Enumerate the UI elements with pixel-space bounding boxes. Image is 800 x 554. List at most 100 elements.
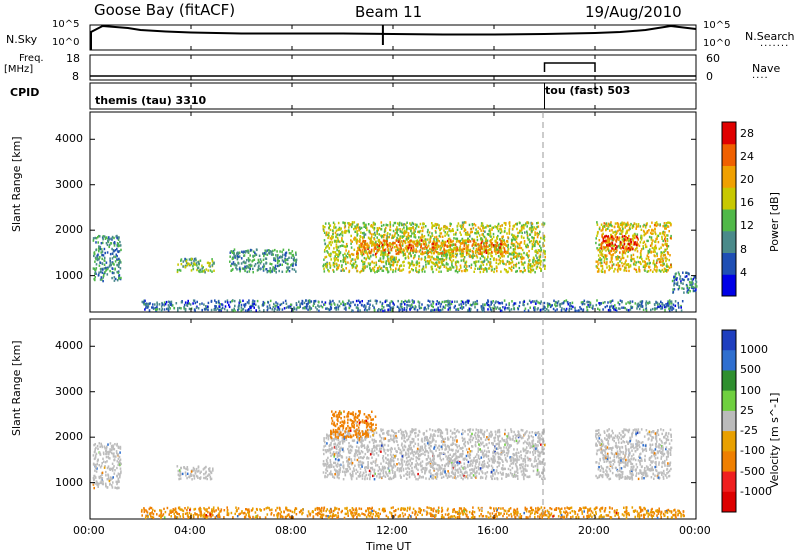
power-cell — [383, 243, 385, 247]
power-cell — [355, 227, 357, 230]
power-cell — [463, 265, 466, 268]
power-cell — [491, 265, 493, 268]
power-cell — [647, 239, 649, 243]
power-cell — [231, 262, 233, 266]
power-cell — [630, 248, 633, 251]
power-cell — [345, 245, 347, 249]
power-cell — [240, 303, 243, 307]
power-cell — [424, 251, 426, 254]
power-cell — [663, 267, 666, 270]
power-cell — [537, 262, 539, 265]
velocity-cell — [199, 477, 201, 480]
power-cell — [415, 306, 417, 309]
power-cell — [362, 266, 364, 269]
power-cell — [680, 309, 683, 312]
power-cell — [98, 250, 100, 253]
power-cell — [459, 242, 462, 245]
power-cell — [653, 303, 656, 306]
power-cell — [186, 264, 189, 267]
power-cell — [400, 305, 402, 308]
velocity-cell — [520, 450, 522, 453]
velocity-cell — [401, 465, 403, 468]
power-cell — [476, 250, 479, 253]
power-cell — [609, 267, 611, 270]
velocity-cell — [109, 476, 112, 479]
velocity-cell — [116, 482, 118, 486]
power-cell — [392, 270, 394, 274]
velocity-cell — [481, 453, 484, 456]
power-cell — [305, 299, 307, 302]
power-cell — [653, 223, 656, 227]
power-cell — [351, 221, 354, 224]
power-cell — [421, 234, 423, 237]
power-cell — [440, 257, 443, 261]
power-cell — [461, 305, 463, 308]
power-cell — [363, 248, 366, 251]
power-cell — [467, 238, 469, 241]
velocity-cell — [105, 449, 107, 453]
power-cell — [418, 305, 421, 308]
power-cell — [385, 223, 388, 226]
power-cell — [427, 233, 430, 237]
power-cell — [618, 303, 621, 306]
power-cell — [372, 304, 374, 307]
power-cell — [592, 304, 594, 308]
power-cell — [447, 245, 450, 248]
power-cell — [373, 306, 375, 309]
power-cell — [482, 263, 485, 266]
power-cell — [492, 232, 495, 236]
power-cell — [491, 228, 493, 231]
power-cell — [441, 263, 444, 266]
power-cell — [543, 223, 545, 227]
power-cell — [434, 236, 436, 239]
power-cell — [283, 307, 286, 310]
power-cell — [436, 255, 438, 259]
power-cell — [238, 251, 241, 254]
power-cell — [427, 299, 430, 302]
power-cell — [94, 272, 96, 275]
power-cell — [666, 265, 668, 268]
velocity-cell — [112, 444, 114, 447]
power-cell — [498, 247, 500, 251]
power-cell — [670, 305, 672, 308]
power-cell — [503, 250, 505, 254]
power-cell — [401, 308, 403, 311]
velocity-cell — [336, 443, 339, 447]
power-cell — [102, 279, 104, 283]
velocity-cell — [369, 470, 372, 474]
power-cell — [531, 265, 534, 268]
power-cell — [365, 305, 367, 308]
power-cell — [536, 242, 539, 245]
power-cell — [372, 253, 374, 257]
power-cell — [555, 301, 558, 304]
power-cell — [415, 266, 417, 270]
power-cell — [472, 302, 474, 306]
power-cell — [252, 250, 255, 253]
velocity-cell — [186, 476, 188, 480]
power-cell — [348, 303, 351, 306]
power-cell — [220, 307, 223, 311]
power-cell — [609, 229, 611, 232]
power-cell — [664, 243, 666, 246]
power-cell — [502, 246, 505, 249]
power-cell — [344, 257, 347, 260]
power-cell — [291, 264, 294, 267]
power-cell — [279, 303, 281, 307]
power-cell — [634, 249, 636, 252]
power-cell — [333, 257, 336, 260]
power-cell — [500, 228, 503, 231]
power-cell — [660, 253, 663, 256]
power-cell — [482, 306, 485, 310]
power-cell — [305, 307, 308, 310]
power-cell — [390, 268, 392, 271]
power-cell — [102, 268, 104, 271]
power-cell — [392, 302, 394, 305]
power-cell — [249, 267, 251, 271]
power-cell — [381, 302, 384, 305]
power-cell — [268, 304, 271, 307]
power-cell — [608, 251, 611, 255]
power-cell — [473, 222, 476, 226]
power-cell — [374, 241, 377, 244]
power-cell — [588, 300, 590, 304]
power-cell — [487, 245, 490, 248]
